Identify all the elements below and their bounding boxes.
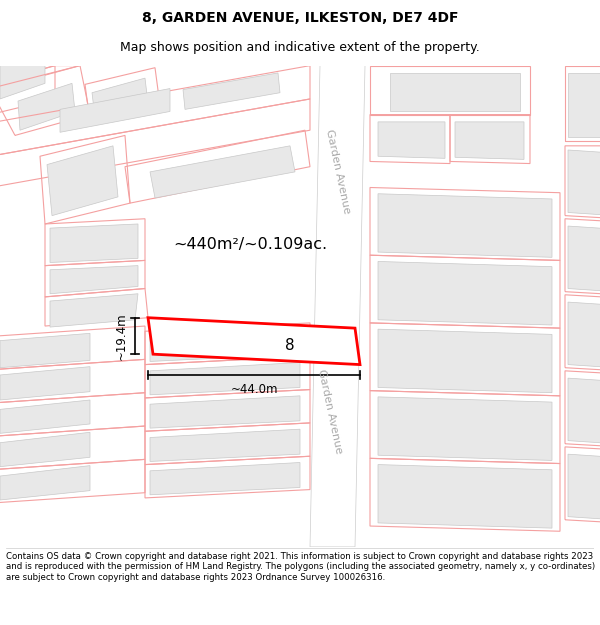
- Polygon shape: [568, 150, 600, 216]
- Polygon shape: [568, 454, 600, 520]
- Polygon shape: [47, 146, 118, 216]
- Polygon shape: [150, 329, 300, 361]
- Polygon shape: [378, 397, 552, 461]
- Polygon shape: [0, 466, 90, 500]
- Polygon shape: [0, 333, 90, 367]
- Polygon shape: [568, 302, 600, 368]
- Polygon shape: [92, 78, 148, 118]
- Polygon shape: [455, 122, 524, 159]
- Polygon shape: [18, 83, 75, 130]
- Text: ~19.4m: ~19.4m: [115, 312, 128, 360]
- Polygon shape: [0, 66, 45, 99]
- Polygon shape: [378, 122, 445, 158]
- Polygon shape: [150, 429, 300, 461]
- Polygon shape: [0, 400, 90, 433]
- Polygon shape: [378, 194, 552, 258]
- Text: Contains OS data © Crown copyright and database right 2021. This information is : Contains OS data © Crown copyright and d…: [6, 552, 595, 582]
- Text: Garden Avenue: Garden Avenue: [316, 368, 344, 454]
- Polygon shape: [148, 318, 360, 364]
- Polygon shape: [150, 146, 295, 198]
- Text: ~440m²/~0.109ac.: ~440m²/~0.109ac.: [173, 238, 327, 252]
- Polygon shape: [390, 73, 520, 111]
- Polygon shape: [150, 462, 300, 495]
- Text: Garden Avenue: Garden Avenue: [324, 129, 352, 215]
- Polygon shape: [150, 362, 300, 395]
- Polygon shape: [50, 266, 138, 294]
- Polygon shape: [568, 226, 600, 292]
- Polygon shape: [183, 73, 280, 109]
- Polygon shape: [310, 66, 365, 547]
- Polygon shape: [50, 294, 138, 327]
- Polygon shape: [60, 89, 170, 132]
- Polygon shape: [378, 261, 552, 325]
- Text: ~44.0m: ~44.0m: [230, 383, 278, 396]
- Polygon shape: [378, 329, 552, 392]
- Text: 8: 8: [285, 338, 295, 353]
- Polygon shape: [0, 367, 90, 400]
- Polygon shape: [378, 464, 552, 528]
- Text: Map shows position and indicative extent of the property.: Map shows position and indicative extent…: [120, 41, 480, 54]
- Polygon shape: [150, 396, 300, 428]
- Polygon shape: [568, 73, 600, 138]
- Polygon shape: [0, 432, 90, 467]
- Text: 8, GARDEN AVENUE, ILKESTON, DE7 4DF: 8, GARDEN AVENUE, ILKESTON, DE7 4DF: [142, 11, 458, 26]
- Polygon shape: [568, 378, 600, 444]
- Polygon shape: [50, 224, 138, 262]
